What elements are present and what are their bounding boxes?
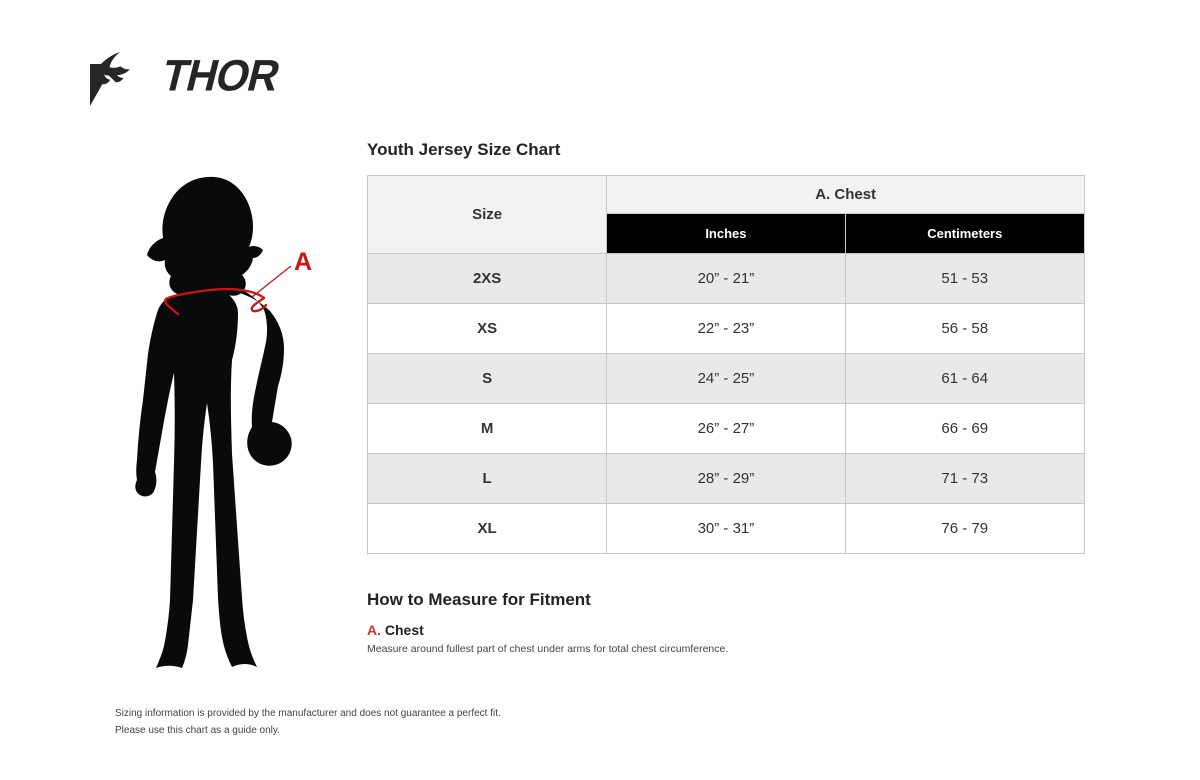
svg-text:A: A (294, 248, 312, 276)
